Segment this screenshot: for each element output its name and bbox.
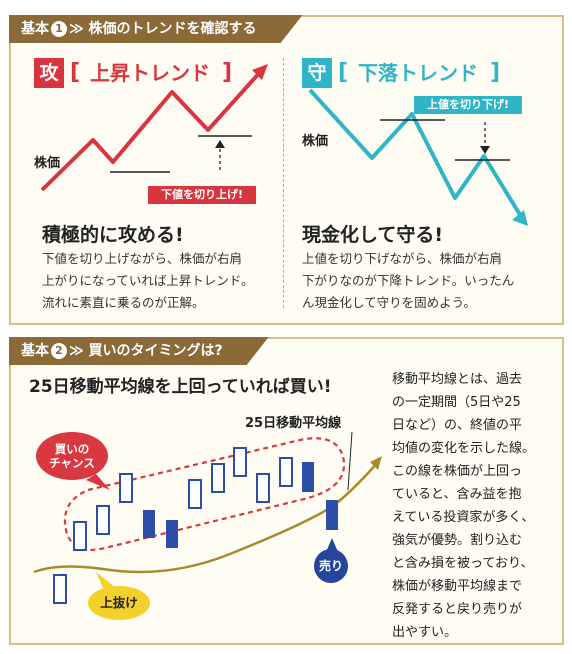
candle-hollow — [211, 463, 225, 493]
candle-hollow — [233, 447, 247, 477]
candle-filled — [302, 462, 314, 492]
description-line: 強気が優勢。割り込む — [392, 533, 523, 548]
description-line: 出やすい。 — [392, 625, 458, 640]
buy-bubble-line: 買いの — [54, 442, 90, 456]
section-header-2: 基本 2 ≫ 買いのタイミングは? — [9, 337, 269, 365]
candle-hollow — [73, 521, 87, 551]
defend-body: 上値を切り下げながら、株価が右肩 下がりなのが下降トレンド。いったん ん現金化し… — [302, 248, 552, 314]
moving-average-arrowhead — [370, 456, 382, 470]
attack-body-line: 上がりになっていれば上昇トレンド。 — [42, 273, 254, 288]
downtrend-chart — [308, 88, 528, 226]
candle-filled — [143, 510, 155, 538]
sell-bubble: 売り — [314, 549, 348, 583]
arrow-down-icon — [480, 146, 490, 154]
attack-body-line: 下値を切り上げながら、株価が右肩 — [42, 251, 243, 266]
candle-hollow — [119, 473, 133, 503]
candle-hollow — [279, 457, 293, 487]
defend-body-line: 上値を切り下げながら、株価が右肩 — [302, 251, 503, 266]
description-line: この線を株価が上回っ — [392, 464, 523, 479]
header-prefix: 基本 — [21, 21, 49, 37]
description-line: えている投資家が多く、 — [392, 510, 535, 525]
description-line: と含み損を被っており、 — [392, 556, 534, 571]
defend-headline: 現金化して守る! — [302, 224, 444, 246]
bracket-open-left: [ — [70, 60, 81, 85]
breakout-bubble-tail — [96, 572, 116, 590]
attack-body: 下値を切り上げながら、株価が右肩 上がりになっていれば上昇トレンド。 流れに素直… — [42, 248, 282, 314]
sell-bubble-tail — [326, 538, 338, 552]
trend-section: 基本 1 ≫ 株価のトレンドを確認する — [9, 15, 564, 325]
moving-average-label: 25日移動平均線 — [245, 416, 342, 431]
candle-filled — [166, 520, 178, 548]
candle-hollow — [188, 479, 202, 509]
stock-label-left: 株価 — [34, 156, 61, 171]
bracket-open-right: [ — [338, 60, 349, 85]
defend-body-line: 下がりなのが下降トレンド。いったん — [302, 273, 515, 288]
timing-main-title: 25日移動平均線を上回っていれば買い! — [29, 377, 332, 397]
description-line: 移動平均線とは、過去 — [392, 372, 523, 387]
header-number-badge: 2 — [51, 343, 67, 359]
buy-chance-bubble: 買いの チャンス — [36, 432, 108, 480]
uptrend-arrowhead — [252, 64, 268, 80]
header-number-badge: 1 — [51, 21, 67, 37]
header-prefix: 基本 — [21, 343, 49, 359]
candle-hollow — [53, 574, 67, 604]
chevron-double-right-icon: ≫ — [69, 343, 89, 359]
description-line: 反発すると戻り売りが — [392, 602, 523, 617]
ma-label-pointer — [347, 431, 353, 491]
section-header-1: 基本 1 ≫ 株価のトレンドを確認する — [9, 15, 303, 43]
downtrend-arrowhead — [512, 210, 528, 226]
uptrend-chart — [40, 64, 268, 192]
description-line: 日など）の、終値の平 — [392, 418, 523, 433]
candle-hollow — [256, 473, 270, 503]
lower-highs-callout: 上値を切り下げ! — [414, 96, 522, 114]
raise-lows-callout: 下値を切り上げ! — [148, 186, 256, 204]
defend-tag: 守 — [302, 58, 332, 88]
description-line: ていると、含み益を抱 — [392, 487, 522, 502]
attack-tag: 攻 — [34, 58, 64, 88]
chevron-double-right-icon: ≫ — [69, 21, 89, 37]
defend-body-line: ん現金化して守りを固めよう。 — [302, 295, 476, 310]
description-line: 株価が移動平均線まで — [392, 579, 523, 594]
attack-headline: 積極的に攻める! — [42, 224, 184, 246]
buy-bubble-line: チャンス — [49, 456, 95, 470]
candle-filled — [326, 500, 338, 530]
candle-hollow — [96, 505, 110, 535]
uptrend-line — [40, 68, 264, 192]
moving-average-line — [33, 461, 379, 574]
bracket-close-right: ] — [490, 60, 501, 85]
buy-bubble-tail — [86, 474, 110, 490]
downtrend-title: 下落トレンド — [358, 61, 478, 85]
buy-zone-outline — [63, 437, 346, 551]
section-divider — [283, 58, 284, 308]
attack-body-line: 流れに素直に乗るのが正解。 — [42, 295, 205, 310]
header-title: 株価のトレンドを確認する — [88, 21, 257, 37]
uptrend-title: 上昇トレンド — [90, 61, 210, 85]
description-line: の一定期間（5日や25 — [392, 395, 521, 410]
moving-average-description: 移動平均線とは、過去 の一定期間（5日や25 日など）の、終値の平 均値の変化を… — [392, 368, 552, 644]
stock-label-right: 株価 — [302, 134, 329, 149]
arrow-up-icon — [215, 140, 225, 148]
bracket-close-left: ] — [222, 60, 233, 85]
header-title: 買いのタイミングは? — [88, 343, 223, 359]
breakout-bubble: 上抜け — [88, 586, 150, 620]
description-line: 均値の変化を示した線。 — [392, 441, 536, 456]
downtrend-line — [308, 88, 524, 220]
